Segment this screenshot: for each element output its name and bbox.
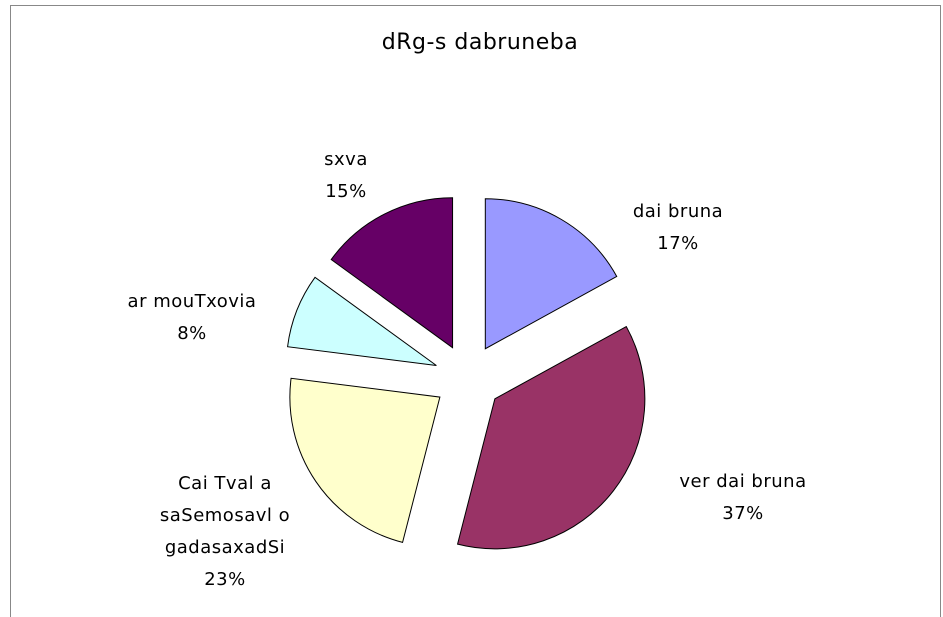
value-label: 37% [722, 503, 764, 524]
category-label: ver dai bruna [679, 471, 807, 492]
value-label: 17% [657, 233, 699, 254]
slice-label: ver dai bruna 37% [679, 466, 806, 530]
slice-label: sxva 15% [324, 144, 368, 208]
value-label: 15% [325, 181, 367, 202]
slice-label: Cai Tval a saSemosavl o gadasaxadSi 23% [150, 468, 300, 596]
category-label: dai bruna [632, 201, 724, 222]
category-label: sxva [324, 149, 368, 170]
slice-label: dai bruna 17% [633, 196, 723, 260]
pie-slice [287, 276, 437, 366]
value-label: 23% [204, 569, 246, 590]
chart-frame [10, 5, 941, 617]
pie-slice [330, 197, 454, 349]
chart-title: dRg-s dabruneba [381, 30, 579, 55]
pie-slice [289, 377, 441, 544]
category-label: ar mouTxovia [127, 291, 257, 312]
category-label: Cai Tval a saSemosavl o gadasaxadSi [159, 473, 291, 558]
value-label: 8% [177, 323, 207, 344]
slice-label: ar mouTxovia 8% [128, 286, 257, 350]
pie-slice [484, 198, 618, 350]
pie-slice [456, 325, 646, 550]
